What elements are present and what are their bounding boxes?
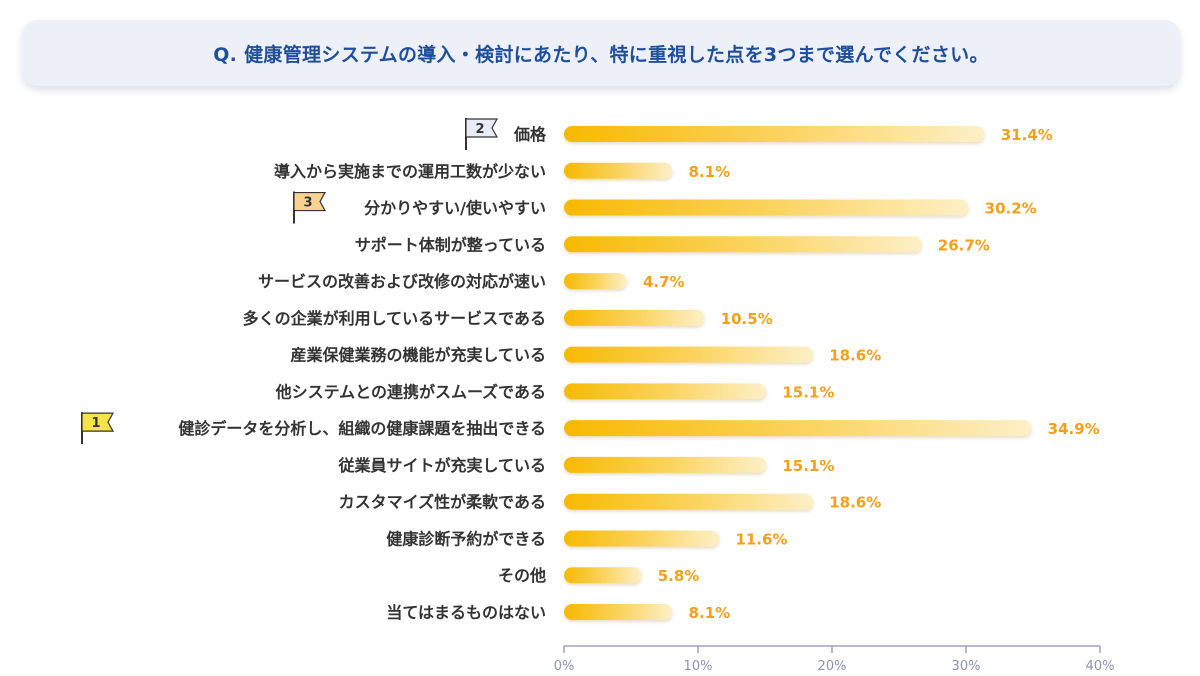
bar bbox=[564, 162, 673, 179]
bar bbox=[564, 456, 767, 473]
x-tick-label: 10% bbox=[684, 659, 713, 674]
value-label: 8.1% bbox=[689, 604, 731, 622]
rank-number: 2 bbox=[475, 122, 484, 137]
value-label: 31.4% bbox=[1001, 126, 1053, 144]
value-label: 11.6% bbox=[735, 530, 787, 548]
bar bbox=[564, 236, 922, 253]
rank-3-flag-icon: 3 bbox=[293, 191, 327, 224]
x-tick-label: 40% bbox=[1086, 659, 1115, 674]
category-label: 産業保健業務の機能が充実している bbox=[290, 346, 546, 365]
value-label: 30.2% bbox=[985, 200, 1037, 218]
value-label: 8.1% bbox=[689, 163, 731, 181]
category-label: 価格 bbox=[513, 125, 547, 144]
category-label: 当てはまるものはない bbox=[386, 603, 546, 622]
category-label: サポート体制が整っている bbox=[355, 235, 546, 254]
category-label: 導入から実施までの運用工数が少ない bbox=[274, 162, 546, 181]
value-label: 18.6% bbox=[829, 347, 881, 365]
x-tick-label: 30% bbox=[952, 659, 981, 674]
bar bbox=[564, 199, 969, 216]
bar bbox=[564, 273, 627, 290]
value-label: 34.9% bbox=[1048, 420, 1100, 438]
rank-1-flag-icon: 1 bbox=[81, 412, 115, 445]
bar bbox=[564, 420, 1032, 437]
bar bbox=[564, 346, 814, 363]
category-label: 健診データを分析し、組織の健康課題を抽出できる bbox=[178, 419, 546, 438]
category-label: 他システムとの連携がスムーズである bbox=[275, 382, 546, 401]
value-label: 15.1% bbox=[782, 457, 834, 475]
rank-number: 3 bbox=[303, 196, 312, 211]
bar bbox=[564, 530, 720, 547]
value-label: 10.5% bbox=[721, 310, 773, 328]
bar bbox=[564, 567, 642, 584]
value-label: 18.6% bbox=[829, 494, 881, 512]
rank-2-flag-icon: 2 bbox=[465, 118, 499, 150]
value-label: 4.7% bbox=[643, 273, 685, 291]
category-label: 多くの企業が利用しているサービスである bbox=[243, 309, 546, 328]
value-label: 26.7% bbox=[938, 236, 990, 254]
question-text: Q. 健康管理システムの導入・検討にあたり、特に重視した点を3つまで選んでくださ… bbox=[213, 43, 989, 66]
category-label: その他 bbox=[498, 566, 546, 585]
x-tick-label: 20% bbox=[818, 659, 847, 674]
category-label: 健康診断予約ができる bbox=[386, 529, 546, 548]
category-label: カスタマイズ性が柔軟である bbox=[339, 493, 546, 512]
bar bbox=[564, 309, 705, 326]
x-tick-label: 0% bbox=[554, 659, 575, 674]
bar bbox=[564, 126, 985, 142]
bar bbox=[564, 493, 814, 510]
bar bbox=[564, 383, 767, 400]
bar bbox=[564, 604, 673, 621]
question-banner: Q. 健康管理システムの導入・検討にあたり、特に重視した点を3つまで選んでくださ… bbox=[22, 20, 1180, 86]
category-label: 分かりやすい/使いやすい bbox=[364, 199, 546, 218]
rank-number: 1 bbox=[91, 416, 100, 431]
category-label: サービスの改善および改修の対応が速い bbox=[258, 272, 546, 291]
value-label: 15.1% bbox=[782, 383, 834, 401]
category-label: 従業員サイトが充実している bbox=[337, 456, 546, 475]
value-label: 5.8% bbox=[658, 567, 700, 585]
